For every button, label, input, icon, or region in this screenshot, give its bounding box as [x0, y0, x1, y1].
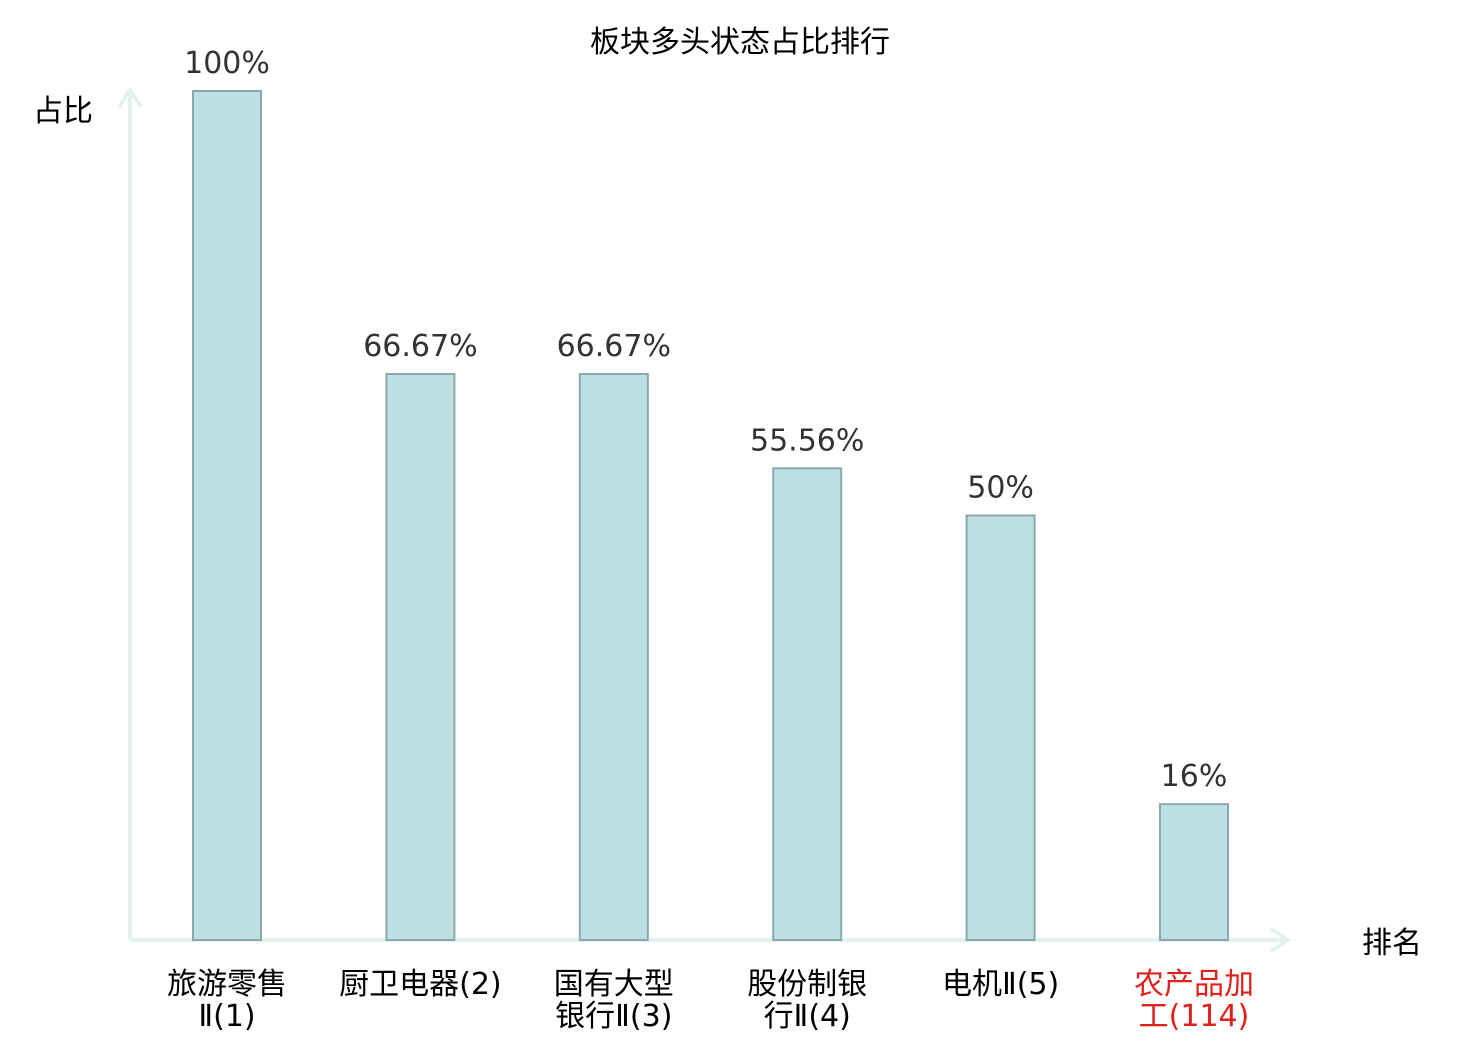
value-label: 66.67% [557, 329, 671, 364]
bars-group [192, 90, 1229, 942]
chart-title: 板块多头状态占比排行 [590, 25, 890, 60]
category-label: 农产品加 [1134, 967, 1254, 1002]
bar [965, 514, 1036, 941]
axes [117, 88, 1290, 953]
category-label: Ⅱ(1) [198, 999, 255, 1034]
category-label: 电机Ⅱ(5) [942, 967, 1059, 1002]
bar [385, 372, 456, 942]
category-label: 工(114) [1139, 999, 1250, 1034]
category-label: 国有大型 [554, 967, 674, 1002]
category-label: 厨卫电器(2) [339, 967, 502, 1002]
bar [772, 467, 843, 941]
value-label: 66.67% [363, 329, 477, 364]
category-label: 股份制银 [747, 967, 867, 1002]
value-label: 16% [1161, 759, 1228, 794]
y-axis-label: 占比 [33, 94, 93, 129]
bar [578, 372, 649, 942]
bar [1159, 803, 1229, 941]
bar [192, 90, 262, 941]
x-axis-label: 排名 [1362, 926, 1422, 961]
value-label: 100% [184, 46, 270, 81]
value-label: 50% [967, 471, 1034, 506]
category-label: 银行Ⅱ(3) [555, 999, 672, 1034]
x-axis-arrow [1269, 927, 1290, 953]
value-labels-group: 100% 66.67% 66.67% 55.56% 50% 16% [184, 46, 1227, 794]
value-label: 55.56% [750, 423, 864, 458]
category-label: 行Ⅱ(4) [764, 999, 851, 1034]
y-axis-arrow [117, 88, 143, 109]
category-label: 旅游零售 [167, 967, 287, 1002]
